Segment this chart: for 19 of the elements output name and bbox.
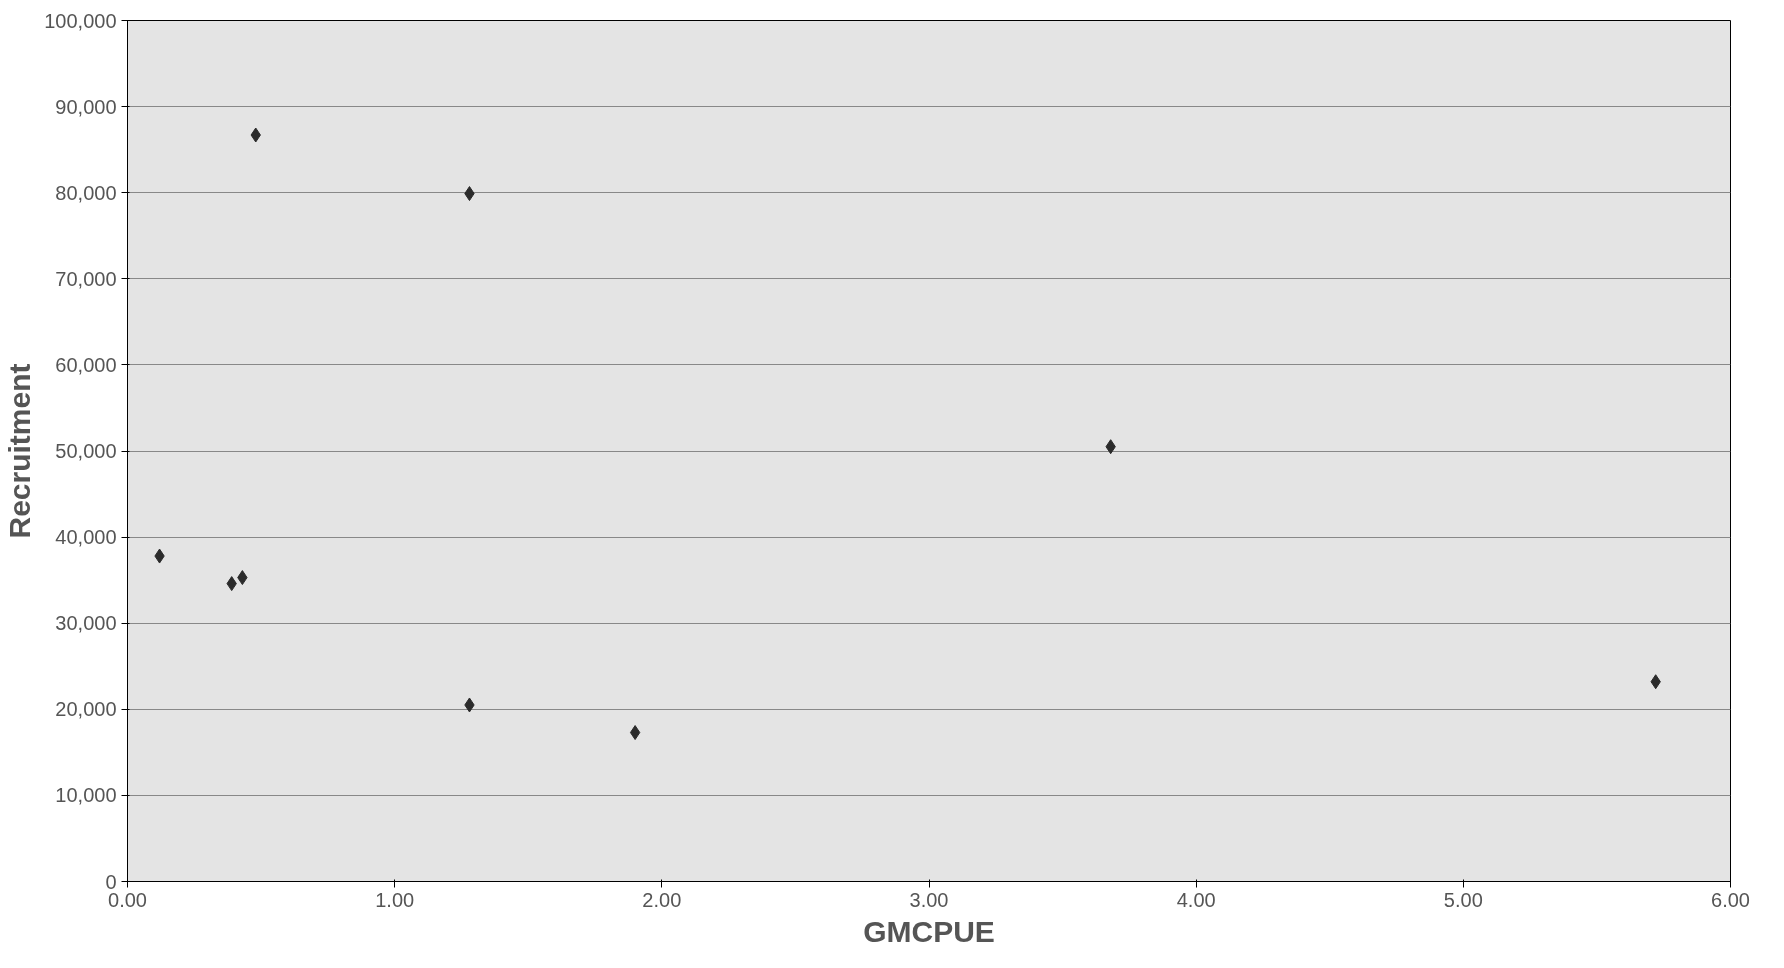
x-axis-title: GMCPUE (863, 914, 995, 948)
x-tick-label: 4.00 (1176, 888, 1216, 911)
y-tick-label: 100,000 (44, 9, 117, 32)
y-tick-label: 10,000 (55, 784, 117, 807)
y-tick-label: 80,000 (55, 181, 117, 204)
y-axis-title: Recruitment (3, 363, 37, 539)
y-tick-label: 20,000 (55, 698, 117, 721)
x-tick-label: 2.00 (642, 888, 682, 911)
y-tick-label: 40,000 (55, 526, 117, 549)
point (629, 725, 641, 741)
x-tick-label: 1.00 (375, 888, 415, 911)
y-tick-label: 70,000 (55, 267, 117, 290)
x-tick-label: 6.00 (1711, 888, 1750, 911)
y-tick-label: 50,000 (55, 440, 117, 462)
y-tick-label: 60,000 (55, 353, 117, 376)
x-tick-label: 5.00 (1443, 888, 1483, 911)
x-tick-label: 3.00 (909, 888, 949, 911)
y-tick-label: 90,000 (55, 95, 117, 118)
y-tick-label: 30,000 (55, 612, 117, 635)
